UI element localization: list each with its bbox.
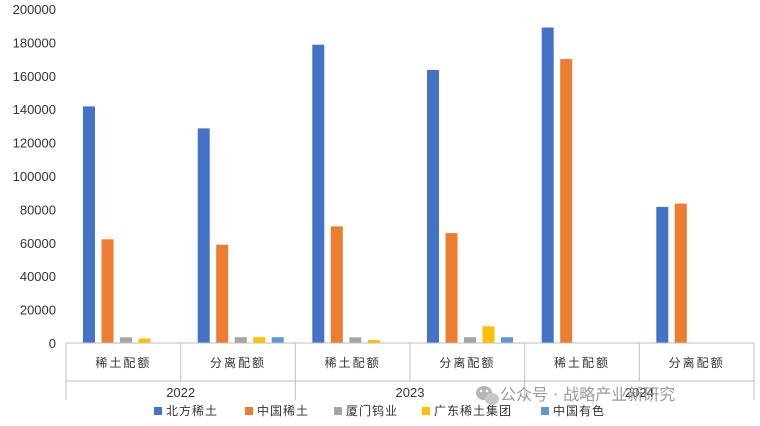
wechat-icon xyxy=(476,386,499,405)
x-category-label: 分离配额 xyxy=(210,355,266,370)
bar xyxy=(312,44,325,343)
x-category-label: 分离配额 xyxy=(439,355,495,370)
bar xyxy=(367,340,380,343)
bar xyxy=(120,337,132,343)
legend-label: 中国稀土 xyxy=(257,403,309,418)
legend-label: 厦门钨业 xyxy=(346,403,398,418)
bar xyxy=(427,70,439,343)
x-group-label: 2023 xyxy=(396,385,425,400)
y-tick-label: 40000 xyxy=(20,269,56,284)
bar xyxy=(138,338,151,343)
bar xyxy=(253,337,266,343)
bar xyxy=(464,337,476,343)
y-tick-label: 60000 xyxy=(20,236,56,251)
y-tick-label: 80000 xyxy=(20,202,56,217)
y-tick-label: 120000 xyxy=(13,136,56,151)
legend-label: 中国有色 xyxy=(553,403,605,418)
legend-swatch xyxy=(334,407,342,415)
bars xyxy=(83,27,687,344)
y-tick-label: 140000 xyxy=(13,102,56,117)
bar xyxy=(541,27,554,343)
bar xyxy=(482,326,495,343)
bar xyxy=(501,337,513,343)
bar xyxy=(234,337,247,343)
y-tick-label: 100000 xyxy=(13,169,56,184)
x-axis: 稀土配额 分离配额 稀土配额 分离配额 稀土配额 分离配额 2022 2023 2024 xyxy=(65,342,755,400)
bar xyxy=(216,244,229,343)
bar xyxy=(330,226,343,343)
bar xyxy=(271,337,284,343)
y-tick-label: 20000 xyxy=(20,303,56,318)
x-group-label: 2024 xyxy=(625,385,654,400)
bar xyxy=(674,203,687,343)
watermark: 公众号 · 战略产业新研究 xyxy=(476,385,675,405)
legend-swatch xyxy=(422,407,430,415)
y-tick-label: 160000 xyxy=(13,69,56,84)
bar xyxy=(445,233,458,343)
bar xyxy=(349,337,362,343)
bar xyxy=(101,239,114,343)
x-category-label: 稀土配额 xyxy=(554,356,610,370)
legend-swatch xyxy=(154,407,162,415)
legend-label: 广东稀土集团 xyxy=(434,403,512,418)
y-tick-label: 180000 xyxy=(13,35,56,50)
legend-label: 北方稀土 xyxy=(166,403,218,418)
legend: 北方稀土 中国稀土 厦门钨业 广东稀土集团 中国有色 xyxy=(154,403,605,418)
watermark-text: 公众号 · 战略产业新研究 xyxy=(500,385,675,404)
x-category-label: 分离配额 xyxy=(669,355,725,370)
bar xyxy=(656,206,669,343)
y-tick-label: 0 xyxy=(49,336,56,351)
x-category-label: 稀土配额 xyxy=(95,356,151,370)
bar xyxy=(560,59,573,343)
legend-swatch xyxy=(541,407,549,415)
y-axis: 0 20000 40000 60000 80000 100000 120000 140000 1… xyxy=(13,2,56,351)
bar xyxy=(83,106,95,344)
y-tick-label: 200000 xyxy=(13,2,56,17)
x-category-label: 稀土配额 xyxy=(325,356,381,370)
bar xyxy=(197,128,210,343)
x-group-label: 2022 xyxy=(166,385,195,400)
legend-swatch xyxy=(245,407,253,415)
